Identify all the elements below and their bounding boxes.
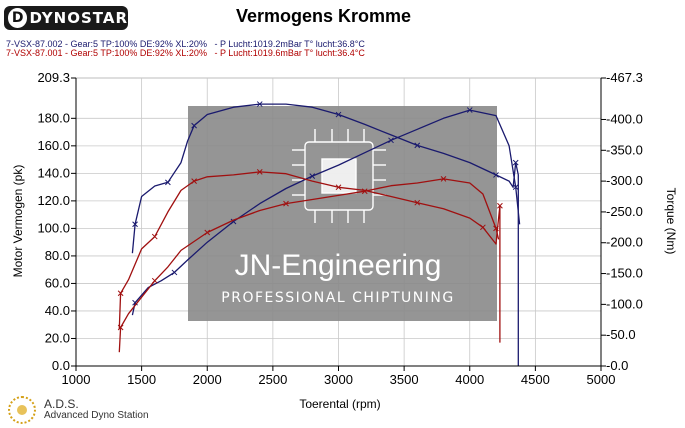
series-point — [165, 179, 171, 186]
ads-long-label: Advanced Dyno Station — [44, 410, 149, 421]
series-point — [512, 159, 519, 166]
x-tick-label: 3000 — [324, 372, 353, 387]
series-point — [388, 137, 394, 144]
y-tick-label-right: -200.0 — [606, 235, 643, 250]
y-tick-label-right: -50.0 — [606, 327, 636, 342]
y-tick-label-left: 0.0 — [52, 358, 70, 373]
y-tick-label-left: 160.0 — [37, 138, 70, 153]
y-tick-label-right: -400.0 — [606, 111, 643, 126]
y-tick-label-right: -350.0 — [606, 142, 643, 157]
y-tick-label-left: 60.0 — [45, 275, 70, 290]
y-tick-label-left: 100.0 — [37, 220, 70, 235]
series-point — [493, 172, 499, 178]
series-point — [151, 233, 158, 240]
x-tick-label: 1000 — [62, 372, 91, 387]
series-point — [171, 269, 178, 276]
x-tick-label: 2000 — [193, 372, 222, 387]
y-tick-label-left: 40.0 — [45, 303, 70, 318]
logo-text: DYNOSTAR — [29, 9, 128, 27]
series-point — [283, 200, 289, 207]
ads-short-label: A.D.S. — [44, 397, 79, 411]
x-tick-label: 1500 — [127, 372, 156, 387]
x-tick-label: 5000 — [587, 372, 616, 387]
series-point — [512, 184, 519, 190]
y-tick-label-left: 20.0 — [45, 330, 70, 345]
y-tick-label-right: -467.3 — [606, 70, 643, 85]
series-point — [440, 176, 447, 182]
y-tick-label-left: 180.0 — [37, 110, 70, 125]
y-tick-label-right: -250.0 — [606, 204, 643, 219]
series-point — [204, 229, 211, 236]
chart-title: Vermogens Kromme — [236, 6, 412, 26]
y-tick-label-left: 80.0 — [45, 248, 70, 263]
series-point — [309, 173, 316, 179]
y-tick-label-right: -100.0 — [606, 296, 643, 311]
x-tick-label: 4500 — [521, 372, 550, 387]
y-tick-label-left: 140.0 — [37, 165, 70, 180]
series-point — [151, 277, 158, 284]
dynostar-logo: D DYNOSTAR — [4, 6, 128, 30]
watermark-panel — [188, 106, 497, 321]
run-label-2: 7-VSX-87.001 - Gear:5 TP:100% DE:92% XL:… — [6, 48, 365, 58]
ads-footer: A.D.S. Advanced Dyno Station — [8, 396, 149, 424]
x-tick-label: 3500 — [390, 372, 419, 387]
y-tick-label-right: -300.0 — [606, 173, 643, 188]
series-point — [256, 101, 263, 107]
series-point — [335, 111, 342, 118]
x-tick-label: 2500 — [258, 372, 287, 387]
series-point — [191, 178, 197, 184]
y-tick-label-right: -150.0 — [606, 266, 643, 281]
watermark-subtitle: PROFESSIONAL CHIPTUNING — [221, 290, 454, 306]
axis-layer: 1000 1500 2000 2500 3000 3500 4000 4500 5000 0.0 2… — [37, 70, 642, 387]
series-point — [480, 224, 486, 231]
series-point — [132, 221, 138, 228]
series-point — [414, 142, 421, 149]
ads-logo-icon — [8, 396, 36, 424]
y-axis-label-left: Motor Vermogen (pk) — [11, 165, 25, 278]
series-point — [117, 290, 124, 297]
series-point — [191, 122, 197, 129]
series-point — [414, 199, 421, 206]
series-point — [335, 184, 342, 191]
x-axis-label: Toerental (rpm) — [299, 397, 380, 411]
logo-letter: D — [8, 8, 28, 28]
run-label-1: 7-VSX-87.002 - Gear:5 TP:100% DE:92% XL:… — [6, 39, 365, 49]
x-tick-label: 4000 — [455, 372, 484, 387]
watermark: JN-Engineering PROFESSIONAL CHIPTUNING — [188, 106, 497, 321]
series-point — [497, 202, 503, 209]
series-point — [466, 107, 473, 113]
y-axis-label-right: Torque (Nm) — [664, 188, 678, 255]
y-tick-label-left: 209.3 — [37, 70, 70, 85]
series-layer — [117, 101, 521, 366]
y-tick-label-right: -0.0 — [606, 358, 628, 373]
series-point — [256, 169, 263, 175]
watermark-title: JN-Engineering — [235, 249, 442, 282]
y-tick-label-left: 120.0 — [37, 193, 70, 208]
